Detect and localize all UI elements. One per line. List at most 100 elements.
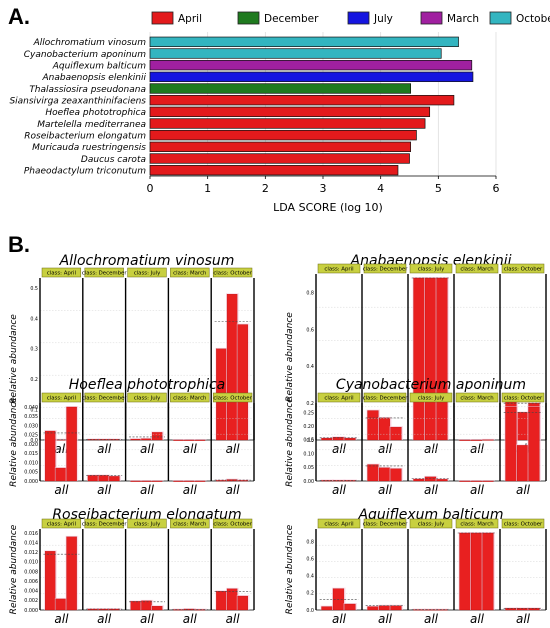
x-tick-label: all <box>470 442 485 456</box>
abundance-bar <box>528 406 540 482</box>
class-header <box>127 392 167 403</box>
abundance-bar <box>130 601 141 611</box>
y-tick-label: 0.025 <box>24 433 38 439</box>
x-tick-label: all <box>424 442 439 456</box>
bar-error-halo <box>435 608 450 610</box>
class-header <box>501 518 545 529</box>
bar-error-halo <box>140 480 154 481</box>
y-tick-label: 0.002 <box>24 598 38 604</box>
class-header <box>127 267 167 278</box>
y-tick-label: 0.3 <box>30 347 38 353</box>
abundance-bar <box>98 608 109 611</box>
y-tick-label: 0.035 <box>24 414 38 420</box>
x-tick-label: all <box>183 612 198 626</box>
class-header-label: class: July <box>134 271 161 277</box>
x-tick-label: all <box>226 442 241 456</box>
bar-hoeflea-phototrophica <box>149 106 431 117</box>
class-header <box>41 518 82 529</box>
x-tick-label: all <box>54 483 69 497</box>
y-tick-label: 0.00 <box>303 479 314 485</box>
y-tick-label: 0.000 <box>24 608 38 614</box>
legend-label-july: July <box>373 13 393 25</box>
class-header <box>127 518 167 529</box>
abundance-bar <box>151 606 163 611</box>
x-tick-label: all <box>516 612 531 626</box>
bar-error-halo <box>470 439 484 440</box>
subplot-title: Cyanobacterium aponinum <box>336 377 526 393</box>
y-tick-label: 0.8 <box>306 291 314 297</box>
class-header-label: class: July <box>418 267 445 273</box>
class-header-label: class: March <box>173 396 206 402</box>
x-tick-label: all <box>470 612 485 626</box>
x-tick-label: 3 <box>320 182 327 195</box>
category-label: Martelella mediterranea <box>37 120 146 130</box>
abundance-bar <box>390 468 402 482</box>
class-header <box>41 267 82 278</box>
bar-aquiflexum-balticum <box>149 60 473 71</box>
abundance-bar <box>321 438 333 441</box>
class-header <box>409 518 453 529</box>
subplot-allochromatium-vinosum: Allochromatium vinosum Relative abundance… <box>9 253 255 456</box>
abundance-bar <box>516 412 529 441</box>
bar-error-halo <box>343 479 358 481</box>
y-tick-label: 0.030 <box>24 423 38 429</box>
class-header-label: class: October <box>504 267 543 273</box>
bar-error-halo <box>193 480 207 481</box>
y-tick-label: 0.5 <box>30 286 38 292</box>
bar-martelella-mediterranea <box>149 118 426 129</box>
bar-error-halo <box>458 439 473 440</box>
class-header <box>170 518 210 529</box>
abundance-bar <box>44 551 56 611</box>
category-label: Cyanobacterium aponinum <box>24 50 146 60</box>
abundance-bar <box>470 532 483 611</box>
class-header <box>170 267 210 278</box>
legend-swatch-october <box>489 11 512 25</box>
class-header <box>212 267 253 278</box>
class-header-label: class: July <box>418 396 445 402</box>
bar-allochromatium-vinosum <box>149 36 459 47</box>
category-label: Thalassiosira pseudonana <box>29 85 146 95</box>
abundance-bar <box>237 324 248 441</box>
class-header <box>41 392 82 403</box>
y-axis-label: Relative abundance <box>285 312 295 402</box>
abundance-bar <box>321 606 333 611</box>
category-label: Aquiflexum balticum <box>52 62 146 72</box>
y-tick-label: 0.4 <box>306 364 314 370</box>
x-tick-label: all <box>97 483 112 497</box>
class-header <box>455 263 499 274</box>
x-tick-label: all <box>332 612 347 626</box>
x-tick-label: all <box>332 442 347 456</box>
abundance-bar <box>173 439 184 441</box>
class-header <box>501 392 545 403</box>
bar-roseibacterium-elongatum <box>149 130 417 141</box>
class-header <box>455 518 499 529</box>
y-tick-label: 0.4 <box>30 316 38 322</box>
category-label: Anabaenopsis elenkinii <box>42 73 147 83</box>
class-header-label: class: March <box>460 522 493 528</box>
x-tick-label: all <box>97 442 112 456</box>
x-tick-label: all <box>97 612 112 626</box>
abundance-bar <box>151 480 163 482</box>
abundance-bar <box>459 532 471 611</box>
legend-label-december: December <box>264 13 319 25</box>
x-tick-label: all <box>140 612 155 626</box>
bar-error-halo <box>172 480 186 481</box>
abundance-bar <box>344 438 356 441</box>
bar-error-halo <box>151 480 164 481</box>
category-label: Daucus carota <box>81 155 146 165</box>
abundance-bar <box>141 438 152 441</box>
panel-b-label: B. <box>8 232 30 257</box>
y-tick-label: 0.010 <box>24 460 38 466</box>
x-tick-label: all <box>226 612 241 626</box>
class-header-label: class: December <box>363 396 409 402</box>
x-tick-label: 6 <box>493 182 500 195</box>
y-tick-label: 0.012 <box>24 550 38 556</box>
bar-error-halo <box>193 439 207 440</box>
abundance-bar <box>173 480 184 482</box>
abundance-bar <box>216 480 227 482</box>
x-tick-label: all <box>54 442 69 456</box>
abundance-bar <box>184 480 195 482</box>
class-header-label: class: April <box>47 522 76 528</box>
class-header-label: class: December <box>82 396 128 402</box>
